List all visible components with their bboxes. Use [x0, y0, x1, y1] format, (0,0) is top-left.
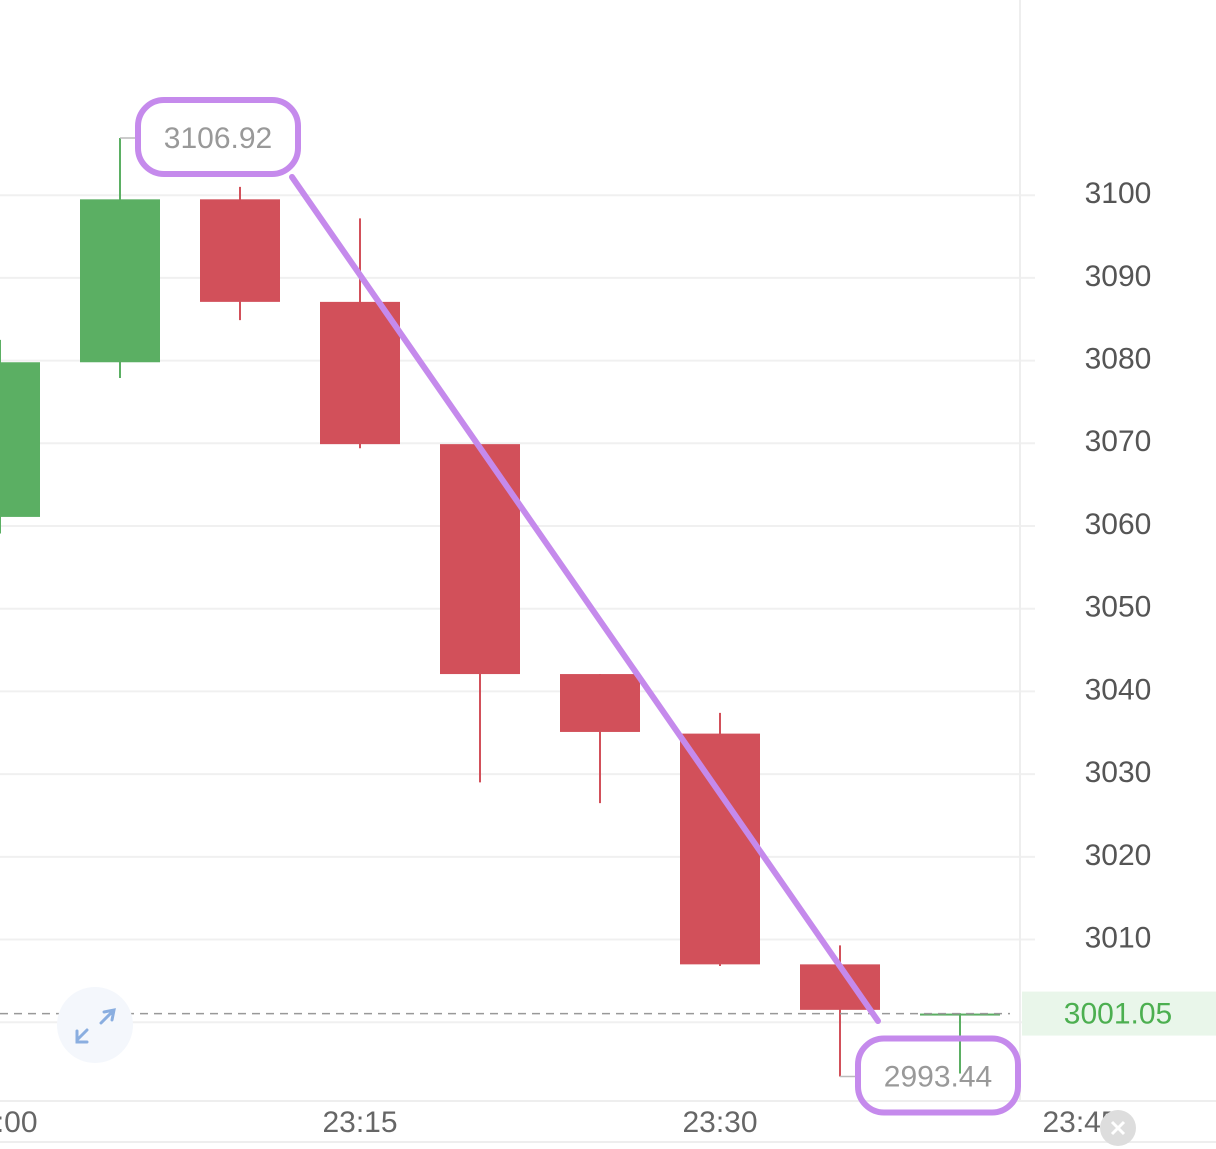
close-button[interactable]	[1100, 1110, 1136, 1146]
y-tick-label: 3100	[1085, 177, 1152, 210]
candle-body	[680, 733, 760, 965]
x-tick-label: 23:30	[682, 1106, 757, 1139]
x-tick-label: 23:00	[0, 1106, 38, 1139]
candle-body	[80, 199, 160, 363]
highlight-box	[855, 1035, 1021, 1116]
grid	[0, 194, 1035, 1024]
candle-body	[560, 674, 640, 732]
y-tick-label: 3030	[1085, 756, 1152, 789]
marks	[0, 137, 1010, 1077]
extreme-label: 2993.44	[884, 1060, 992, 1093]
y-tick-label: 3020	[1085, 839, 1152, 872]
current-price-label: 3001.05	[1064, 997, 1172, 1030]
candle-body	[440, 444, 520, 675]
extreme-label: 3106.92	[164, 122, 272, 155]
highlight-box	[135, 96, 301, 177]
y-tick-label: 3050	[1085, 591, 1152, 624]
y-tick-label: 3090	[1085, 260, 1152, 293]
y-tick-label: 3060	[1085, 508, 1152, 541]
y-tick-label: 3040	[1085, 673, 1152, 706]
expand-button[interactable]	[57, 987, 133, 1063]
y-tick-label: 3070	[1085, 425, 1152, 458]
current-price-box	[1022, 991, 1216, 1036]
y-tick-label: 3010	[1085, 921, 1152, 954]
candle-body	[920, 1013, 1000, 1016]
trend-line-drawing	[289, 174, 881, 1024]
candle-body	[200, 199, 280, 302]
y-tick-label: 3080	[1085, 343, 1152, 376]
x-tick-label: 23:15	[322, 1106, 397, 1139]
candle-body	[320, 301, 400, 445]
candle-body	[0, 362, 40, 517]
